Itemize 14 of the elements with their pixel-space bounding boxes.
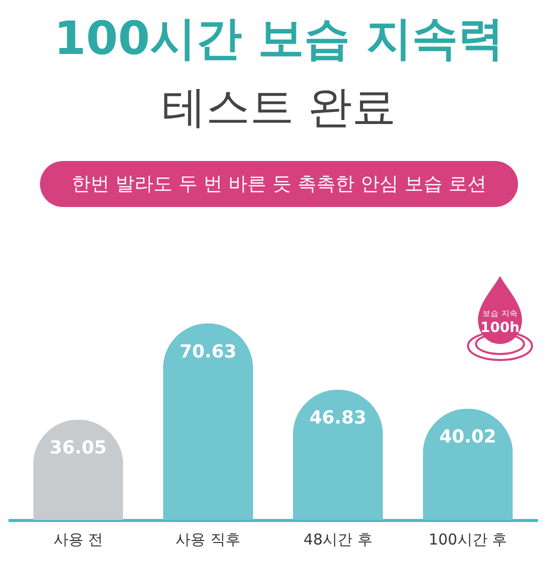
data-label: 70.63: [180, 341, 237, 362]
chart-title: 100시간 보습 지속력: [52, 10, 506, 67]
x-tick-label: 100시간 후: [428, 530, 508, 548]
data-label: 36.05: [50, 438, 107, 459]
chart-subtitle: 테스트 완료: [161, 81, 397, 135]
annotation: 100h: [480, 320, 520, 336]
annotation: 보습 지속: [482, 309, 518, 318]
bar: [163, 323, 254, 520]
x-tick-label: 사용 전: [53, 530, 104, 548]
text: 한번 발라도 두 번 바른 듯 촉촉한 안심 보습 로션: [40, 161, 518, 207]
data-label: 46.83: [309, 408, 366, 429]
data-label: 40.02: [439, 426, 496, 448]
x-tick-label: 사용 직후: [176, 530, 240, 548]
x-tick-label: 48시간 후: [304, 530, 372, 548]
